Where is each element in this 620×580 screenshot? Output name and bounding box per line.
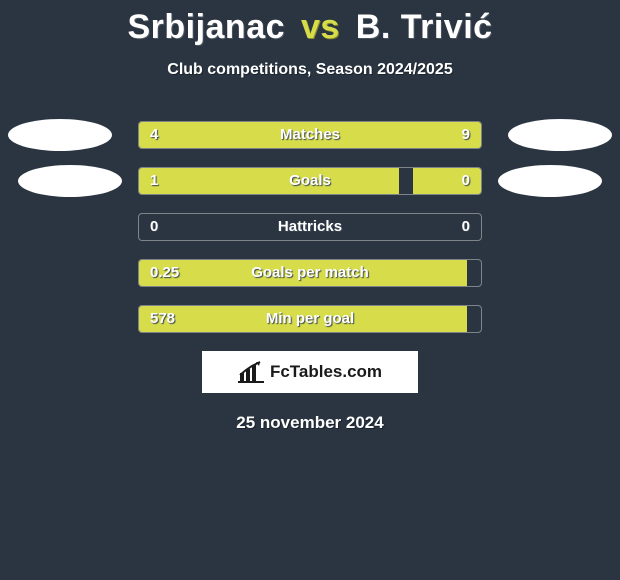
- date-text: 25 november 2024: [0, 413, 620, 433]
- bar-track: [138, 167, 482, 195]
- player1-bubble: [18, 165, 122, 197]
- stat-value-left: 1: [150, 167, 158, 195]
- bar-left: [139, 260, 467, 286]
- player2-bubble: [508, 119, 612, 151]
- bar-right: [413, 168, 481, 194]
- stat-value-right: 0: [462, 167, 470, 195]
- stat-row: 0.25Goals per match: [0, 259, 620, 287]
- stat-value-left: 4: [150, 121, 158, 149]
- bar-track: [138, 121, 482, 149]
- stat-value-right: 0: [462, 213, 470, 241]
- chart-icon: [238, 361, 264, 383]
- comparison-title: Srbijanac vs B. Trivić: [0, 0, 620, 47]
- stat-value-left: 578: [150, 305, 175, 333]
- stats-rows: 49Matches10Goals00Hattricks0.25Goals per…: [0, 121, 620, 333]
- player1-name: Srbijanac: [127, 8, 285, 46]
- bar-track: [138, 259, 482, 287]
- stat-value-left: 0: [150, 213, 158, 241]
- stat-row: 10Goals: [0, 167, 620, 195]
- bar-left: [139, 168, 399, 194]
- player2-name: B. Trivić: [356, 8, 493, 46]
- bar-track: [138, 305, 482, 333]
- logo-box: FcTables.com: [202, 351, 418, 393]
- bar-left: [139, 306, 467, 332]
- stat-value-left: 0.25: [150, 259, 179, 287]
- bar-track: [138, 213, 482, 241]
- logo-text: FcTables.com: [270, 362, 382, 382]
- player1-bubble: [8, 119, 112, 151]
- player2-bubble: [498, 165, 602, 197]
- vs-text: vs: [301, 8, 340, 46]
- subtitle: Club competitions, Season 2024/2025: [0, 61, 620, 79]
- bar-right: [244, 122, 481, 148]
- stat-row: 578Min per goal: [0, 305, 620, 333]
- stat-value-right: 9: [462, 121, 470, 149]
- stat-row: 49Matches: [0, 121, 620, 149]
- stat-row: 00Hattricks: [0, 213, 620, 241]
